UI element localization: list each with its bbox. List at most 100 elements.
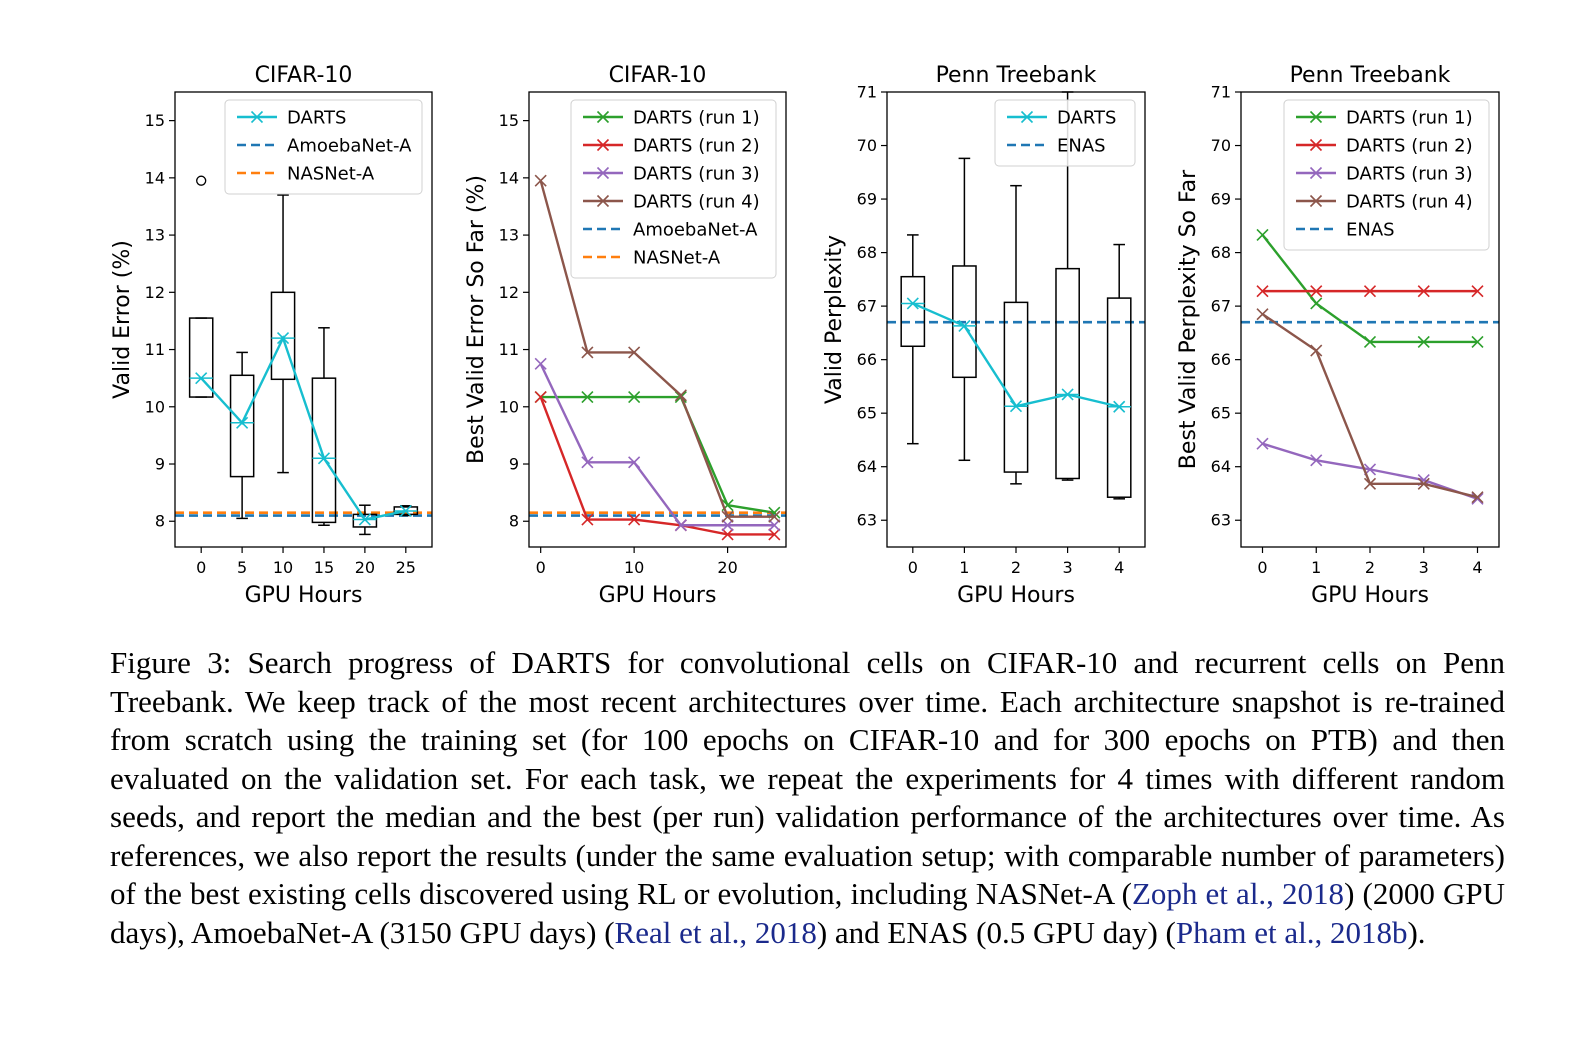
chart-panel-4: Penn Treebank GPU Hours Best Valid Perplex… (1176, 63, 1500, 608)
box-iqr (229, 374, 255, 478)
y-tick-label: 65 (1211, 404, 1231, 423)
chart-panel-1: CIFAR-10 GPU Hours Valid Error (%) 0 5 10 15 20… (110, 63, 433, 608)
box-iqr (270, 291, 296, 381)
legend-marker (596, 138, 610, 152)
y-tick-label: 13 (499, 226, 519, 245)
y-tick-label: 12 (145, 283, 165, 302)
citation-link-pham[interactable]: Pham et al., 2018b (1175, 914, 1408, 950)
series-darts-run-1 (1256, 228, 1484, 349)
series-line (1261, 234, 1478, 344)
data-point-marker (1256, 437, 1269, 450)
legend-label: DARTS (run 4) (1346, 192, 1473, 213)
x-tick-label: 15 (314, 558, 334, 577)
box-iqr (1055, 267, 1080, 480)
data-point-marker (236, 416, 249, 429)
data-point-marker (721, 528, 734, 541)
y-tick-label: 10 (499, 397, 519, 416)
data-point-marker (1417, 477, 1430, 490)
legend-label: DARTS (287, 108, 346, 129)
citation-link-zoph[interactable]: Zoph et al., 2018 (1131, 876, 1345, 911)
box-iqr (352, 513, 378, 528)
y-axis-label: Best Valid Error So Far (%) (464, 175, 489, 464)
legend-marker (1020, 110, 1034, 124)
chart-title: CIFAR-10 (255, 63, 353, 88)
boxplot (311, 327, 337, 527)
series-line (539, 180, 775, 518)
data-point-marker (1417, 335, 1430, 349)
outlier-point (196, 175, 207, 186)
y-axis-label: Best Valid Perplexity So Far (1176, 169, 1201, 469)
legend-label: NASNet-A (633, 248, 721, 269)
x-tick-label: 4 (1114, 558, 1124, 577)
y-tick-label: 10 (145, 397, 165, 416)
data-point-marker (317, 452, 331, 465)
plot-frame (528, 91, 787, 548)
boxplot (900, 234, 926, 445)
y-tick-label: 68 (1211, 243, 1231, 262)
legend-box (1283, 99, 1490, 251)
legend-label: DARTS (run 1) (1346, 108, 1473, 129)
legend: DARTS AmoebaNet-A NASNet-A (224, 99, 423, 195)
data-point-marker (721, 519, 734, 532)
data-point-marker (276, 332, 290, 345)
legend-label: DARTS (1057, 108, 1116, 129)
legend-marker (1309, 138, 1323, 152)
x-tick-label: 3 (1419, 558, 1429, 577)
boxplot (270, 194, 296, 474)
data-point-marker (1310, 285, 1323, 298)
y-tick-label: 9 (509, 455, 519, 474)
data-point-marker (1061, 388, 1074, 401)
box-iqr (311, 377, 337, 524)
data-point-marker (1417, 285, 1430, 298)
chart-panel-2: CIFAR-10 GPU Hours Best Valid Error So Far… (464, 63, 787, 608)
y-tick-label: 11 (145, 340, 165, 359)
series-darts-run-1 (534, 390, 781, 519)
data-point-marker (581, 390, 594, 404)
series-darts (906, 297, 1126, 413)
citation-link-real[interactable]: Real et al., 2018 (614, 914, 817, 950)
y-tick-label: 64 (1211, 457, 1231, 476)
data-point-marker (768, 510, 781, 523)
y-tick-label: 67 (857, 297, 877, 316)
x-axis-label: GPU Hours (245, 583, 363, 608)
series-darts-run-2 (1256, 285, 1484, 298)
y-tick-label: 69 (1211, 190, 1231, 209)
x-tick-label: 2 (1011, 558, 1021, 577)
legend-marker (596, 194, 610, 208)
x-tick-label: 0 (1257, 558, 1267, 577)
x-tick-label: 25 (396, 558, 416, 577)
boxplot (952, 157, 977, 462)
legend-label: DARTS (run 4) (633, 192, 760, 213)
y-tick-label: 8 (155, 512, 165, 531)
data-point-marker (534, 390, 547, 404)
data-point-marker (674, 519, 687, 532)
figure-caption: Figure 3: Search progress of DARTS for c… (110, 644, 1505, 952)
y-tick-label: 14 (499, 168, 519, 187)
y-tick-label: 12 (499, 283, 519, 302)
data-point-marker (1256, 228, 1269, 241)
data-point-marker (1363, 477, 1377, 490)
x-tick-label: 2 (1365, 558, 1375, 577)
y-tick-label: 13 (145, 226, 165, 245)
data-point-marker (1009, 400, 1023, 413)
data-point-marker (958, 319, 971, 332)
data-point-marker (358, 513, 371, 526)
legend-marker (1309, 166, 1323, 180)
data-point-marker (768, 528, 781, 541)
y-tick-label: 63 (857, 511, 877, 530)
y-tick-label: 67 (1211, 297, 1231, 316)
chart-title: CIFAR-10 (609, 63, 707, 88)
x-tick-label: 20 (717, 558, 737, 577)
legend-label: DARTS (run 3) (1346, 164, 1473, 185)
plot-frame (886, 91, 1146, 548)
plot-frame (174, 91, 433, 548)
data-point-marker (581, 456, 594, 469)
legend-label: DARTS (run 2) (633, 136, 760, 157)
legend-marker (250, 110, 264, 124)
data-point-marker (1471, 335, 1484, 349)
x-tick-label: 0 (536, 558, 546, 577)
data-point-marker (399, 504, 412, 518)
y-tick-label: 66 (857, 350, 877, 369)
data-point-marker (581, 513, 594, 526)
series-darts-run-4 (1256, 308, 1484, 504)
